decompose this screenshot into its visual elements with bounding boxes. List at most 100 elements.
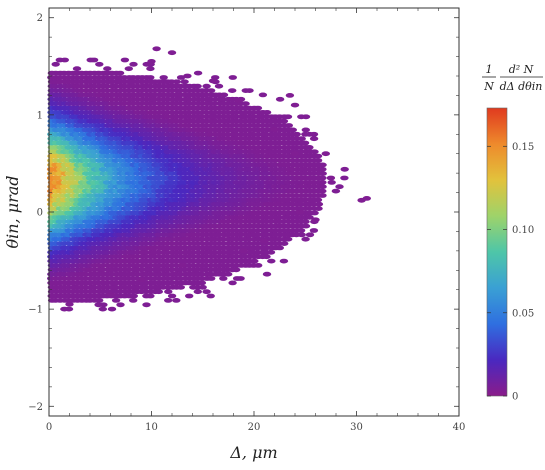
density-bin [219, 276, 228, 281]
colorbar-title-num-left: 1 [486, 63, 493, 76]
density-bin [296, 228, 306, 233]
density-bin [283, 114, 293, 120]
density-bin [318, 184, 327, 190]
density-bin [314, 206, 323, 212]
colorbar-title-num-right: d² N [509, 63, 534, 76]
density-bin [146, 75, 155, 80]
density-bin [234, 97, 243, 103]
density-bin [318, 162, 327, 168]
density-bin [208, 78, 218, 84]
colorbar-ticks: 0 0.05 0.10 0.15 [487, 142, 534, 403]
density-bin [309, 131, 319, 137]
density-bin [309, 228, 319, 233]
density-bin [115, 70, 125, 76]
density-bin [172, 298, 181, 303]
x-tick-label: 40 [453, 422, 466, 433]
density-bin [146, 66, 155, 72]
density-bin [185, 293, 194, 299]
density-bin [106, 292, 115, 297]
density-bin [224, 271, 233, 277]
density-bin [290, 102, 300, 108]
density-bin [254, 263, 263, 268]
density-bin [279, 118, 289, 124]
density-bin [245, 88, 254, 93]
density-bin [51, 61, 60, 67]
density-bin [154, 289, 163, 295]
y-tick-label: 2 [37, 13, 43, 24]
density-bin [95, 61, 104, 67]
density-bin [129, 298, 138, 303]
density-bin [318, 166, 327, 172]
density-bin [98, 306, 108, 312]
y-tick-label: −1 [28, 305, 43, 316]
density-bin [65, 301, 74, 307]
density-bin [297, 232, 306, 238]
density-bin [129, 293, 138, 299]
density-bin [172, 79, 181, 85]
density-bin [295, 209, 305, 215]
density-bin [292, 131, 301, 137]
density-bin [260, 238, 269, 244]
x-axis-label: Δ, μm [229, 443, 277, 462]
density-bin [206, 293, 215, 299]
density-bin [228, 75, 237, 80]
density-bin [279, 258, 289, 264]
colorbar-tick-label: 0.15 [512, 142, 534, 153]
density-bin [327, 180, 336, 185]
density-bin [284, 123, 293, 128]
density-bin [180, 79, 189, 85]
density-bin [239, 248, 248, 254]
density-bin [280, 241, 289, 247]
density-bin [301, 127, 310, 133]
density-bin [167, 293, 177, 299]
density-bin [129, 61, 138, 67]
density-bin [60, 57, 69, 63]
density-bin [164, 289, 173, 295]
density-bin [146, 293, 155, 299]
density-layer [46, 46, 371, 312]
density-bin [331, 188, 341, 194]
density-bin [193, 289, 202, 295]
density-bin [267, 258, 276, 264]
colorbar-title: 1 N d² N dΔ dθin [482, 63, 543, 93]
density-bin [193, 83, 202, 89]
y-tick-label: −2 [28, 402, 43, 413]
density-bin [95, 298, 104, 303]
density-bin [262, 110, 272, 115]
density-bin [318, 175, 327, 181]
density-bin [318, 193, 327, 198]
density-bin [297, 136, 306, 142]
density-bin [197, 280, 207, 286]
density-bin [285, 93, 295, 98]
density-bin [250, 258, 259, 264]
density-bin [253, 105, 263, 111]
colorbar [486, 107, 508, 397]
density-bin [288, 127, 297, 133]
density-bin [311, 217, 320, 223]
y-axis-label: θin, μrad [3, 175, 22, 248]
x-axis: 0 10 20 30 40 [46, 8, 466, 433]
density-bin [183, 73, 192, 79]
density-bin [147, 59, 156, 64]
density-bin [232, 267, 241, 273]
density-bin [318, 188, 327, 194]
density-bin [340, 166, 349, 172]
density-bin [313, 153, 323, 159]
x-tick-label: 30 [350, 422, 363, 433]
density-bin [318, 180, 327, 185]
y-axis: −2 −1 0 1 2 [28, 13, 459, 413]
density-bin [313, 197, 323, 203]
density-bin [290, 151, 300, 157]
density-bin [228, 88, 237, 93]
density-bin [142, 302, 151, 308]
density-bin [313, 158, 323, 163]
density-bin [318, 171, 327, 177]
density-bin [335, 184, 344, 190]
x-tick-label: 10 [145, 422, 158, 433]
density-bin [321, 151, 330, 157]
density-bin [300, 140, 310, 146]
density-bin [124, 66, 133, 72]
density-bin [314, 201, 324, 207]
density-bin [266, 249, 276, 255]
